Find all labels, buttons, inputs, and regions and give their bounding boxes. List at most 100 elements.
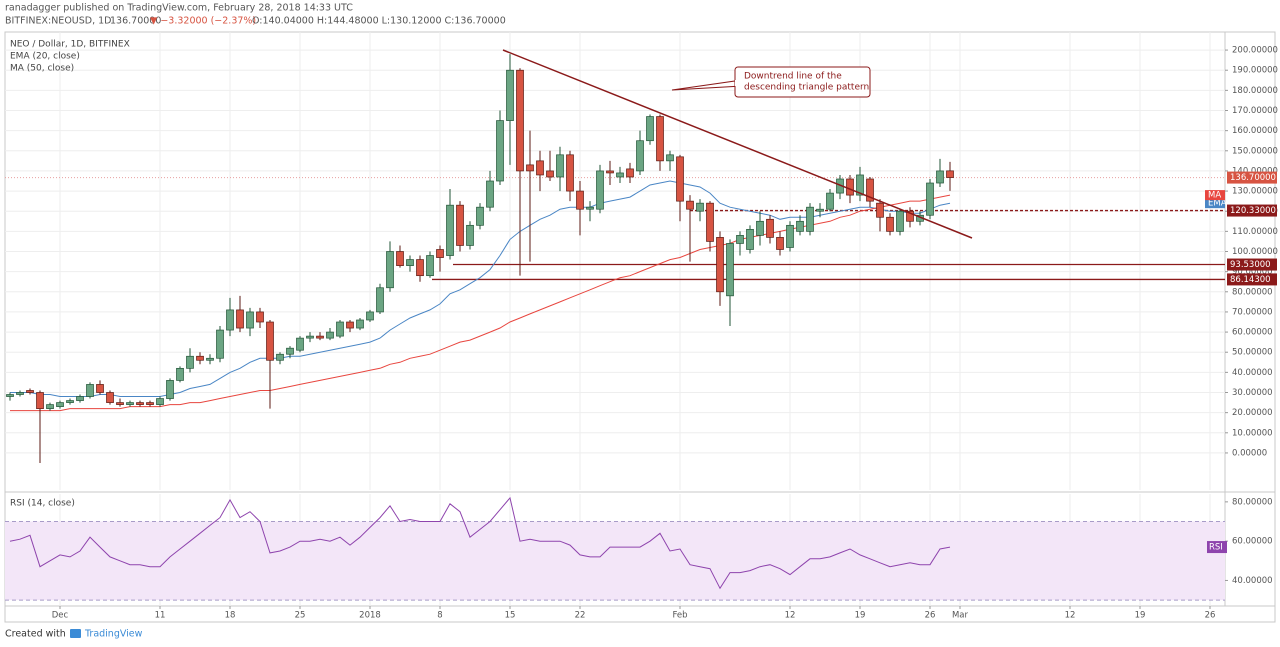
candle-body — [146, 402, 154, 405]
candle-body — [6, 394, 14, 397]
y-tick-label: 50.00000 — [1232, 348, 1273, 358]
candle-body — [746, 228, 754, 250]
candle-body — [896, 210, 904, 232]
price-line-label: 93.53000 — [1230, 260, 1271, 270]
last-price-label: 136.70000 — [1230, 173, 1276, 183]
x-tick-label: 8 — [437, 611, 442, 621]
candle-body — [826, 192, 834, 210]
candle-body — [536, 160, 544, 176]
candle-body — [276, 353, 284, 361]
candle-body — [306, 335, 314, 339]
series-label: EMA — [1208, 199, 1227, 209]
y-tick-label: 60.00000 — [1232, 537, 1273, 547]
candle-body — [946, 170, 954, 178]
chart-title: NEO / Dollar, 1D, BITFINEX — [10, 40, 130, 50]
candle-body — [456, 204, 464, 246]
y-tick-label: 40.00000 — [1232, 576, 1273, 586]
candle-body — [26, 390, 34, 393]
candle-body — [216, 329, 224, 359]
candle-body — [716, 237, 724, 293]
y-tick-label: 180.00000 — [1232, 86, 1278, 96]
candle-body — [466, 224, 474, 246]
candle-body — [346, 321, 354, 329]
candle-body — [616, 172, 624, 178]
rsi-label-box — [1207, 541, 1227, 554]
callout-text: Downtrend line of the — [744, 72, 842, 82]
candle-body — [106, 392, 114, 403]
candle-body — [176, 367, 184, 381]
candle-body — [406, 259, 414, 266]
y-tick-label: 0.00000 — [1232, 448, 1267, 458]
y-tick-label: 10.00000 — [1232, 428, 1273, 438]
candle-body — [766, 218, 774, 238]
author-line: ranadagger published on TradingView.com,… — [5, 3, 353, 14]
x-tick-label: 26 — [925, 611, 936, 621]
x-tick-label: 15 — [505, 611, 516, 621]
candle-body — [606, 170, 614, 174]
y-tick-label: 200.00000 — [1232, 46, 1278, 56]
last-price: 136.70000 — [110, 16, 161, 27]
candle-body — [246, 311, 254, 329]
y-tick-label: 60.00000 — [1232, 328, 1273, 338]
candle-body — [626, 168, 634, 178]
candle-body — [416, 259, 424, 277]
candle-body — [76, 396, 84, 401]
rsi-band — [5, 521, 1225, 601]
y-tick-label: 160.00000 — [1232, 126, 1278, 136]
symbol: BITFINEX:NEOUSD, 1D — [5, 16, 112, 27]
candle-body — [496, 120, 504, 182]
candle-body — [736, 235, 744, 244]
y-tick-label: 80.00000 — [1232, 497, 1273, 507]
candle-body — [636, 140, 644, 172]
candle-body — [816, 208, 824, 212]
candle-body — [16, 392, 24, 395]
candle-body — [706, 202, 714, 242]
x-tick-label: 12 — [785, 611, 796, 621]
candle-body — [476, 206, 484, 226]
last-price-label-box — [1227, 171, 1277, 184]
candle-body — [876, 202, 884, 218]
x-tick-label: Dec — [52, 611, 69, 621]
candle-body — [336, 321, 344, 337]
candle-body — [226, 309, 234, 331]
candle-body — [86, 384, 94, 397]
candle-body — [926, 182, 934, 216]
candle-body — [386, 251, 394, 289]
price-line-label-box — [1227, 204, 1277, 217]
y-tick-label: 150.00000 — [1232, 146, 1278, 156]
candle-body — [656, 116, 664, 162]
price-line-label: 86.14300 — [1230, 275, 1271, 285]
x-tick-label: Feb — [672, 611, 687, 621]
candle-body — [646, 116, 654, 142]
x-tick-label: 26 — [1205, 611, 1216, 621]
legend-entry: EMA (20, close) — [10, 52, 80, 62]
candle-body — [96, 384, 104, 393]
candle-body — [756, 220, 764, 236]
candle-body — [326, 331, 334, 339]
candle-body — [486, 180, 494, 208]
candle-body — [36, 392, 44, 409]
x-tick-label: 12 — [1065, 611, 1076, 621]
y-tick-label: 40.00000 — [1232, 368, 1273, 378]
candle-body — [136, 402, 144, 405]
x-tick-label: 2018 — [359, 611, 381, 621]
callout-text: descending triangle pattern — [744, 83, 869, 93]
candle-body — [436, 249, 444, 258]
candle-body — [446, 204, 454, 256]
footer-brand[interactable]: TradingView — [84, 629, 143, 640]
candle-body — [566, 154, 574, 192]
candle-body — [696, 202, 704, 212]
x-tick-label: Mar — [952, 611, 969, 621]
candle-body — [116, 402, 124, 405]
y-tick-label: 170.00000 — [1232, 106, 1278, 116]
candle-body — [366, 311, 374, 321]
y-tick-label: 130.00000 — [1232, 187, 1278, 197]
x-tick-label: 25 — [295, 611, 306, 621]
candle-body — [546, 170, 554, 178]
candle-body — [586, 206, 594, 210]
price-change: ▼ −3.32000 (−2.37%) — [150, 16, 256, 27]
price-line-label-box — [1227, 258, 1277, 271]
candle-body — [596, 170, 604, 210]
price-line-label: 120.33000 — [1230, 206, 1276, 216]
